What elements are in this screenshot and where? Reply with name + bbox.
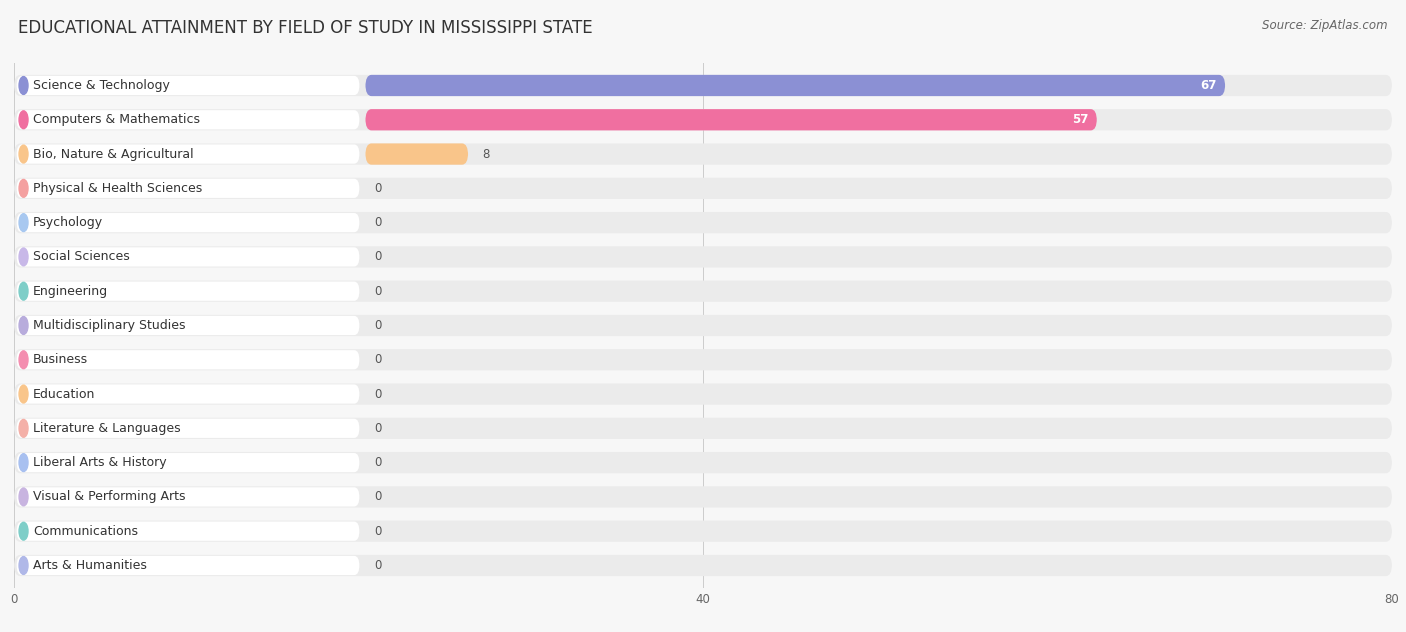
FancyBboxPatch shape (14, 75, 1392, 96)
Text: Psychology: Psychology (32, 216, 103, 229)
FancyBboxPatch shape (17, 487, 360, 506)
FancyBboxPatch shape (14, 109, 1392, 130)
FancyBboxPatch shape (14, 349, 1392, 370)
FancyBboxPatch shape (14, 281, 1392, 302)
Text: Computers & Mathematics: Computers & Mathematics (32, 113, 200, 126)
Text: 0: 0 (374, 250, 381, 264)
Text: Literature & Languages: Literature & Languages (32, 422, 180, 435)
Text: 57: 57 (1071, 113, 1088, 126)
Text: Multidisciplinary Studies: Multidisciplinary Studies (32, 319, 186, 332)
Text: 0: 0 (374, 353, 381, 367)
Text: 0: 0 (374, 525, 381, 538)
FancyBboxPatch shape (17, 556, 360, 575)
FancyBboxPatch shape (14, 143, 1392, 165)
FancyBboxPatch shape (17, 76, 360, 95)
Text: 0: 0 (374, 319, 381, 332)
Circle shape (20, 454, 28, 471)
FancyBboxPatch shape (17, 282, 360, 301)
FancyBboxPatch shape (14, 418, 1392, 439)
FancyBboxPatch shape (14, 178, 1392, 199)
Text: Source: ZipAtlas.com: Source: ZipAtlas.com (1263, 19, 1388, 32)
Text: 0: 0 (374, 456, 381, 469)
FancyBboxPatch shape (17, 145, 360, 164)
Circle shape (20, 557, 28, 574)
Text: Communications: Communications (32, 525, 138, 538)
Circle shape (20, 351, 28, 368)
FancyBboxPatch shape (14, 384, 1392, 404)
Text: Bio, Nature & Agricultural: Bio, Nature & Agricultural (32, 147, 194, 161)
Circle shape (20, 317, 28, 334)
Text: Engineering: Engineering (32, 284, 108, 298)
Text: Physical & Health Sciences: Physical & Health Sciences (32, 182, 202, 195)
Text: Arts & Humanities: Arts & Humanities (32, 559, 146, 572)
Text: Liberal Arts & History: Liberal Arts & History (32, 456, 167, 469)
Circle shape (20, 76, 28, 94)
Text: Visual & Performing Arts: Visual & Performing Arts (32, 490, 186, 504)
Circle shape (20, 385, 28, 403)
FancyBboxPatch shape (17, 179, 360, 198)
FancyBboxPatch shape (17, 350, 360, 369)
FancyBboxPatch shape (14, 315, 1392, 336)
FancyBboxPatch shape (366, 75, 1225, 96)
FancyBboxPatch shape (17, 316, 360, 335)
FancyBboxPatch shape (14, 486, 1392, 507)
Text: Education: Education (32, 387, 96, 401)
FancyBboxPatch shape (17, 419, 360, 438)
FancyBboxPatch shape (17, 213, 360, 232)
FancyBboxPatch shape (17, 521, 360, 541)
FancyBboxPatch shape (14, 212, 1392, 233)
Text: EDUCATIONAL ATTAINMENT BY FIELD OF STUDY IN MISSISSIPPI STATE: EDUCATIONAL ATTAINMENT BY FIELD OF STUDY… (18, 19, 593, 37)
Text: 0: 0 (374, 284, 381, 298)
FancyBboxPatch shape (14, 452, 1392, 473)
FancyBboxPatch shape (366, 109, 1097, 130)
FancyBboxPatch shape (17, 247, 360, 267)
Circle shape (20, 214, 28, 231)
FancyBboxPatch shape (366, 143, 468, 165)
Circle shape (20, 522, 28, 540)
FancyBboxPatch shape (17, 453, 360, 472)
Circle shape (20, 145, 28, 163)
FancyBboxPatch shape (14, 521, 1392, 542)
Circle shape (20, 111, 28, 129)
Text: 67: 67 (1201, 79, 1216, 92)
FancyBboxPatch shape (14, 555, 1392, 576)
FancyBboxPatch shape (17, 110, 360, 130)
Circle shape (20, 179, 28, 197)
Text: Science & Technology: Science & Technology (32, 79, 170, 92)
Text: 8: 8 (482, 147, 489, 161)
Circle shape (20, 420, 28, 437)
Text: Business: Business (32, 353, 89, 367)
FancyBboxPatch shape (17, 384, 360, 404)
FancyBboxPatch shape (14, 246, 1392, 267)
Circle shape (20, 248, 28, 266)
Circle shape (20, 488, 28, 506)
Text: 0: 0 (374, 559, 381, 572)
Text: 0: 0 (374, 422, 381, 435)
Text: 0: 0 (374, 182, 381, 195)
Text: 0: 0 (374, 216, 381, 229)
Text: 0: 0 (374, 490, 381, 504)
Text: 0: 0 (374, 387, 381, 401)
Text: Social Sciences: Social Sciences (32, 250, 129, 264)
Circle shape (20, 283, 28, 300)
